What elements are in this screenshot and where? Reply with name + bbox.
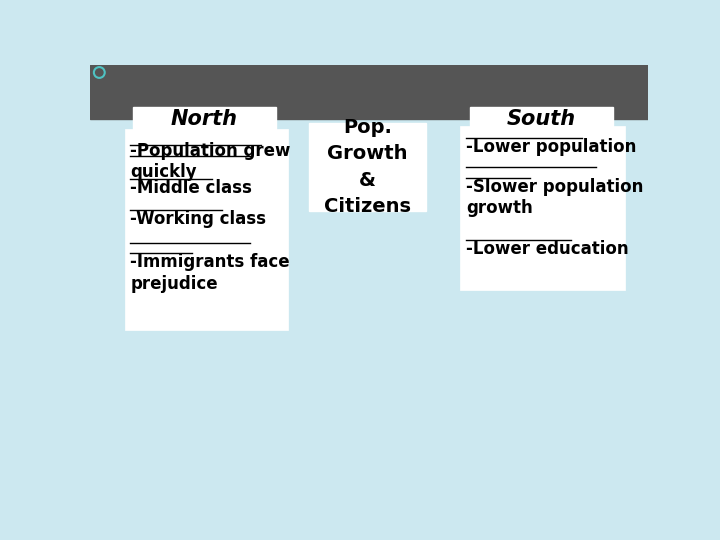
Bar <box>132 107 276 130</box>
Bar <box>310 123 426 211</box>
Text: -Immigrants face
prejudice: -Immigrants face prejudice <box>130 253 290 293</box>
Bar <box>125 129 287 330</box>
Text: -Working class: -Working class <box>130 210 266 227</box>
Bar <box>461 126 625 289</box>
Text: North: North <box>171 109 238 129</box>
Text: South: South <box>507 109 576 129</box>
Bar <box>469 107 613 130</box>
Bar <box>297 123 437 330</box>
Text: -Population grew
quickly: -Population grew quickly <box>130 142 291 181</box>
Text: -Lower population: -Lower population <box>466 138 636 156</box>
Text: -Middle class: -Middle class <box>130 179 252 197</box>
Text: Pop.
Growth
&
Citizens: Pop. Growth & Citizens <box>324 118 411 216</box>
Text: -Slower population
growth: -Slower population growth <box>466 178 643 218</box>
Bar <box>90 65 648 119</box>
Text: -Lower education: -Lower education <box>466 240 629 258</box>
